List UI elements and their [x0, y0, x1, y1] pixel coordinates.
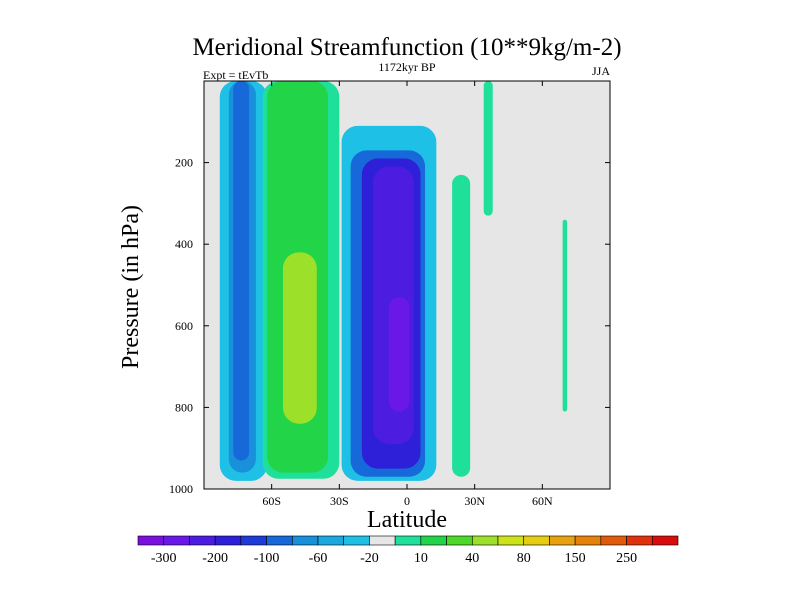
- colorbar: -300 -200 -100 -60 -20 10 40 80 150 250: [137, 535, 679, 566]
- colorbar-box: [420, 535, 447, 546]
- colorbar-box: [163, 535, 190, 546]
- x-tick-label: 0: [404, 494, 410, 508]
- x-axis-label: Latitude: [367, 507, 447, 533]
- colorbar-box: [626, 535, 653, 546]
- colorbar-box: [523, 535, 550, 546]
- colorbar-box: [317, 535, 345, 546]
- contour-sh-ferrel-inner: [233, 81, 250, 461]
- colorbar-box: [651, 535, 679, 546]
- colorbar-box: [266, 535, 293, 546]
- contour-fields: [219, 81, 568, 481]
- colorbar-box: [189, 535, 216, 546]
- y-tick-label: 400: [175, 237, 193, 251]
- colorbar-box: [214, 535, 242, 546]
- colorbar-label: 10: [414, 551, 428, 566]
- contour-nh-pos-cell: [452, 174, 471, 477]
- x-tick-label: 30S: [330, 494, 349, 508]
- experiment-label: Expt = tEvTb: [203, 68, 268, 82]
- x-axis-ticks: 60S 30S 0 30N 60N: [262, 81, 553, 508]
- y-tick-label: 1000: [169, 482, 193, 496]
- colorbar-box: [497, 535, 525, 546]
- colorbar-label: -100: [254, 551, 280, 566]
- y-axis-label: Pressure (in hPa): [118, 205, 144, 369]
- colorbar-label: -300: [151, 551, 177, 566]
- x-tick-label: 60N: [532, 494, 553, 508]
- colorbar-label: 150: [565, 551, 586, 566]
- colorbar-box: [446, 535, 473, 546]
- x-tick-label: 30N: [464, 494, 485, 508]
- colorbar-label: 40: [465, 551, 479, 566]
- colorbar-box: [291, 535, 319, 546]
- y-tick-label: 600: [175, 319, 193, 333]
- y-tick-label: 800: [175, 400, 193, 414]
- colorbar-label: -60: [309, 551, 328, 566]
- colorbar-label: 250: [616, 551, 637, 566]
- colorbar-label: 80: [517, 551, 531, 566]
- colorbar-label: -200: [202, 551, 228, 566]
- contour-hadley-300: [388, 297, 410, 412]
- y-tick-label: 200: [175, 156, 193, 170]
- colorbar-box: [549, 535, 576, 546]
- colorbar-box: [137, 535, 165, 546]
- contour-nh-pos-top: [483, 81, 493, 216]
- colorbar-box: [574, 535, 602, 546]
- season-label: JJA: [592, 64, 610, 78]
- y-axis-ticks: 200 400 600 800 1000: [169, 156, 610, 496]
- colorbar-box: [240, 535, 267, 546]
- contour-nh-pos-high: [562, 219, 568, 412]
- x-tick-label: 60S: [262, 494, 281, 508]
- contour-sh-pos-core: [282, 252, 317, 424]
- colorbar-box: [600, 535, 627, 546]
- colorbar-box: [394, 535, 422, 546]
- chart-title: Meridional Streamfunction (10**9kg/m-2): [192, 34, 621, 61]
- colorbar-box: [343, 535, 370, 546]
- colorbar-label: -20: [360, 551, 379, 566]
- time-label: 1172kyr BP: [378, 60, 436, 74]
- plot-area: 60S 30S 0 30N 60N 200 400 600 800 1000: [169, 80, 611, 508]
- colorbar-box: [369, 535, 396, 546]
- colorbar-box: [471, 535, 499, 546]
